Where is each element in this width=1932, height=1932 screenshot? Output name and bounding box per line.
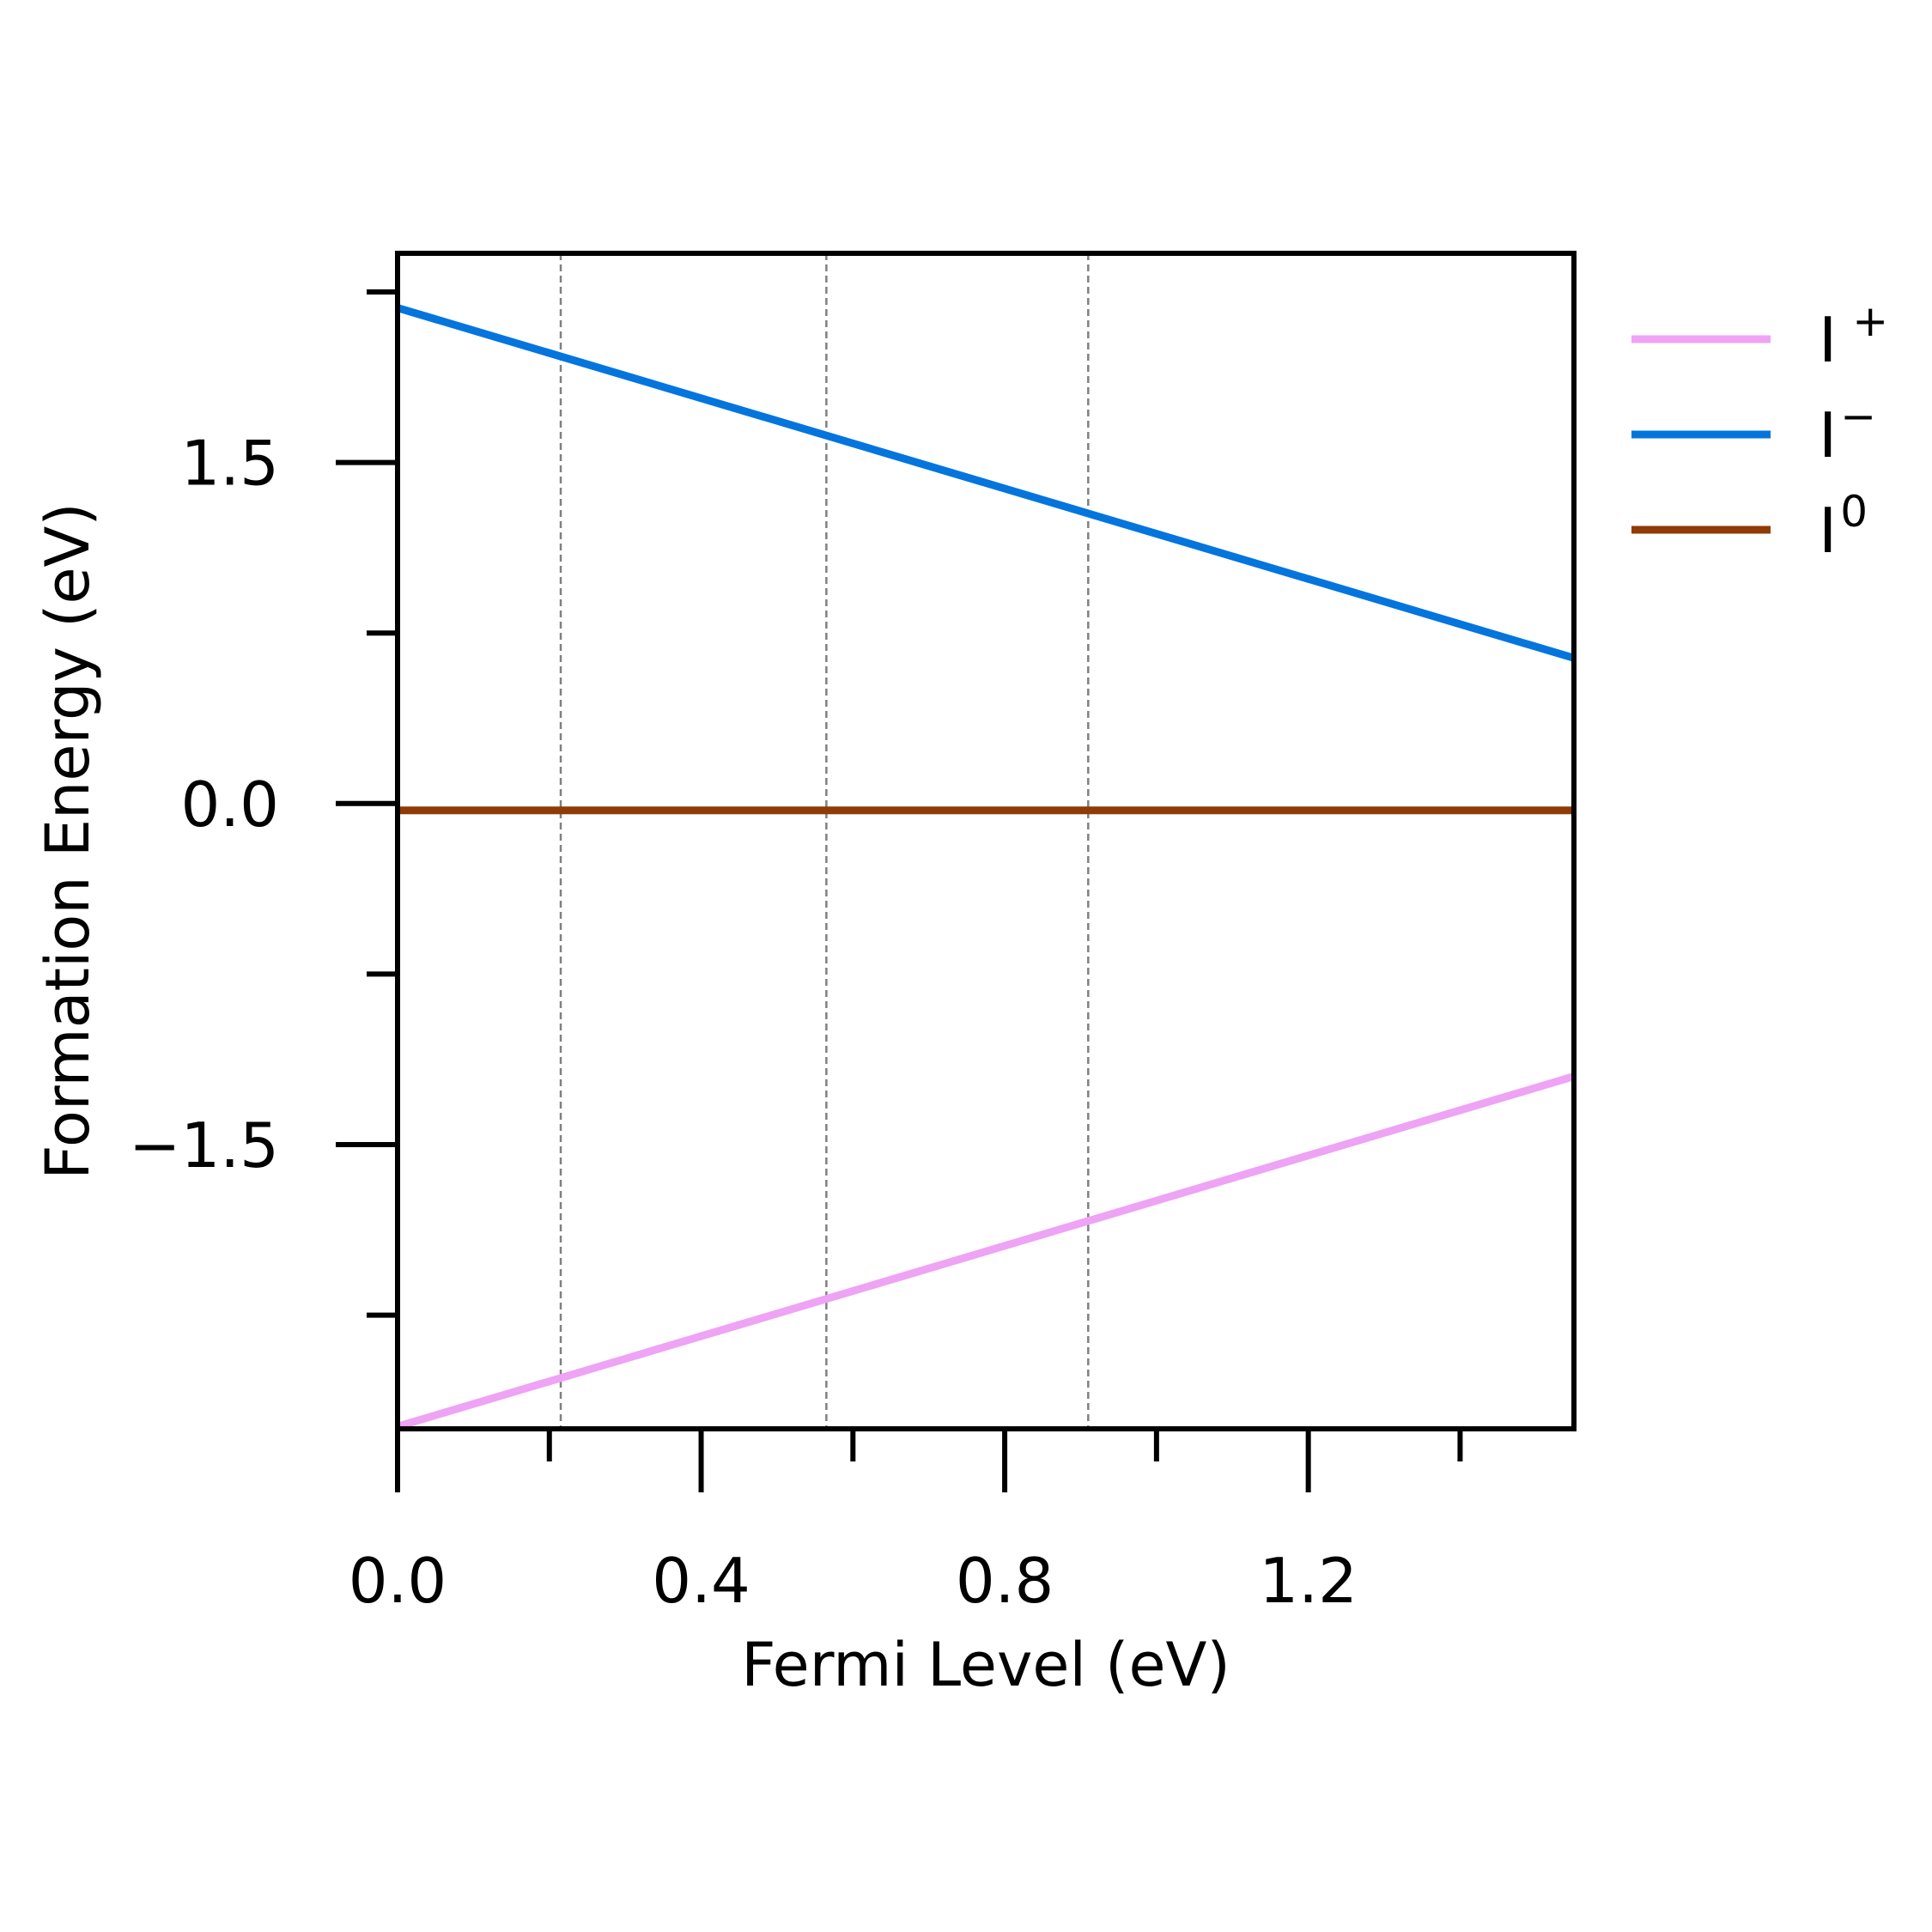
series-line [396,1072,1576,1431]
legend-label: I− [1819,392,1876,471]
y-tick-label: 1.5 [180,428,279,500]
x-tick-label: 0.0 [349,1545,447,1617]
y-axis-ticks: −1.5 0.0 1.5 [129,289,398,1318]
y-tick-label: −1.5 [129,1109,279,1182]
x-tick-label: 1.2 [1259,1545,1358,1617]
plot-frame [395,251,1577,1431]
x-tick-label: 0.8 [956,1545,1054,1617]
y-axis-label: Formation Energy (eV) [33,502,103,1179]
legend-label: I + [1819,296,1888,376]
series-line [396,304,1576,662]
legend: I + I− I0 [1631,296,1888,567]
x-tick-label: 0.4 [652,1545,750,1617]
series-lines [396,304,1576,1431]
x-axis-label: Fermi Level (eV) [741,1630,1230,1700]
y-tick-label: 0.0 [180,769,279,841]
x-axis-ticks: 0.0 0.4 0.8 1.2 [349,1429,1463,1617]
transition-level-lines [559,253,1090,1429]
legend-label: I0 [1819,487,1868,567]
